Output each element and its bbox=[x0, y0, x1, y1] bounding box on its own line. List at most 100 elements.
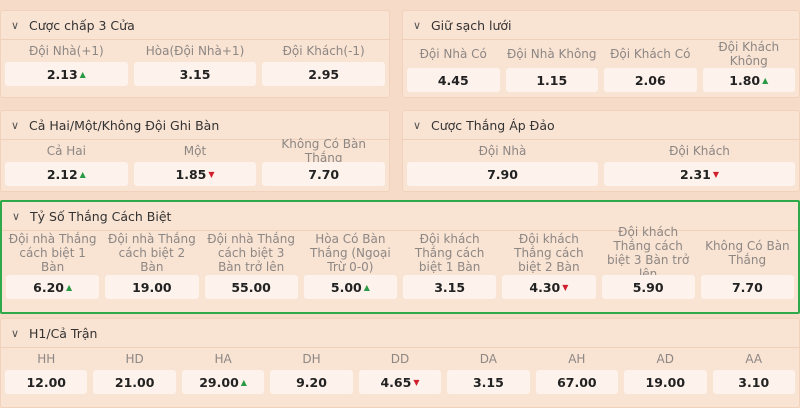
odds-button[interactable]: 3.15 bbox=[133, 62, 257, 86]
option-label: HD bbox=[125, 352, 144, 366]
odds-value: 3.15 bbox=[179, 66, 211, 82]
odds-value: 21.00 bbox=[114, 374, 155, 390]
arrow-up-icon: ▲ bbox=[363, 282, 370, 292]
odds-value: 3.10 bbox=[738, 374, 770, 390]
odds-button[interactable]: 12.00 bbox=[5, 370, 88, 394]
odds-option: Đội Khách 2.31 ▼ bbox=[604, 140, 795, 186]
option-label: HA bbox=[214, 352, 232, 366]
chevron-down-icon[interactable]: ∨ bbox=[412, 118, 422, 132]
odds-option: Không Có Bàn Thắng 7.70 bbox=[700, 231, 794, 299]
panel-header[interactable]: ∨ Cược Thắng Áp Đảo bbox=[403, 111, 799, 140]
odds-option: Đội nhà Thắng cách biệt 3 Bàn trở lên 55.… bbox=[204, 231, 298, 299]
odds-value: 6.20 bbox=[33, 279, 64, 295]
odds-row: Đội nhà Thắng cách biệt 1 Bàn 6.20 ▲ Đội nh… bbox=[2, 225, 798, 299]
option-label: Đội Nhà Không bbox=[506, 47, 597, 61]
odds-button[interactable]: 2.13 ▲ bbox=[5, 62, 128, 86]
odds-value: 1.80 bbox=[729, 72, 761, 88]
odds-button[interactable]: 6.20 ▲ bbox=[6, 275, 100, 299]
option-label: Đội Khách Không bbox=[718, 40, 780, 68]
odds-value: 12.00 bbox=[26, 374, 66, 390]
odds-button[interactable]: 1.15 bbox=[505, 68, 598, 92]
odds-value: 67.00 bbox=[557, 374, 597, 390]
panel-header[interactable]: ∨ Cược chấp 3 Cửa bbox=[1, 11, 389, 40]
odds-option: HA 29.00 ▲ bbox=[181, 348, 265, 394]
odds-button[interactable]: 5.90 bbox=[601, 275, 695, 299]
odds-option: HD 21.00 bbox=[93, 348, 176, 394]
panel-header[interactable]: ∨ Tỷ Số Thắng Cách Biệt bbox=[2, 202, 798, 231]
option-label: Không Có Bàn Thắng bbox=[281, 137, 366, 165]
odds-value: 4.65 bbox=[380, 374, 412, 390]
odds-row: Đội Nhà(+1) 2.13 ▲ Hòa(Đội Nhà+1) 3.15 Đội Kh… bbox=[1, 40, 389, 86]
odds-button[interactable]: 9.20 bbox=[270, 370, 353, 394]
odds-value: 4.30 bbox=[529, 279, 561, 295]
panel-header[interactable]: ∨ Cả Hai/Một/Không Đội Ghi Bàn bbox=[1, 111, 389, 140]
odds-value: 2.95 bbox=[308, 66, 340, 82]
odds-button[interactable]: 67.00 bbox=[535, 370, 619, 394]
option-label: HH bbox=[37, 352, 56, 366]
odds-button[interactable]: 19.00 bbox=[624, 370, 707, 394]
odds-button[interactable]: 2.12 ▲ bbox=[5, 162, 128, 186]
odds-option: Đội khách Thắng cách biệt 2 Bàn 4.30 ▼ bbox=[502, 231, 596, 299]
option-label: AH bbox=[568, 352, 586, 366]
odds-button[interactable]: 5.00 ▲ bbox=[303, 275, 397, 299]
odds-option: Cả Hai 2.12 ▲ bbox=[5, 140, 128, 186]
chevron-down-icon[interactable]: ∨ bbox=[10, 326, 20, 340]
odds-button[interactable]: 1.85 ▼ bbox=[133, 162, 257, 186]
odds-button[interactable]: 4.45 bbox=[407, 68, 500, 92]
odds-option: Một 1.85 ▼ bbox=[133, 140, 257, 186]
chevron-down-icon[interactable]: ∨ bbox=[412, 18, 422, 32]
odds-option: AA 3.10 bbox=[712, 348, 795, 394]
odds-option: Không Có Bàn Thắng 7.70 bbox=[262, 137, 386, 186]
panel-title: Cược chấp 3 Cửa bbox=[29, 17, 135, 33]
odds-button[interactable]: 4.65 ▼ bbox=[358, 370, 442, 394]
odds-value: 1.85 bbox=[175, 166, 207, 182]
chevron-down-icon[interactable]: ∨ bbox=[11, 209, 21, 223]
odds-button[interactable]: 2.06 bbox=[604, 68, 697, 92]
odds-button[interactable]: 4.30 ▼ bbox=[502, 275, 596, 299]
odds-button[interactable]: 29.00 ▲ bbox=[181, 370, 265, 394]
panel-title: Cược Thắng Áp Đảo bbox=[431, 117, 555, 133]
odds-option: Hòa Có Bàn Thắng (Ngoại Trừ 0-0) 5.00 ▲ bbox=[303, 231, 397, 299]
odds-button[interactable]: 19.00 bbox=[105, 275, 199, 299]
odds-option: Đội nhà Thắng cách biệt 1 Bàn 6.20 ▲ bbox=[6, 231, 100, 299]
odds-button[interactable]: 3.10 bbox=[712, 370, 795, 394]
chevron-down-icon[interactable]: ∨ bbox=[10, 118, 20, 132]
odds-button[interactable]: 7.70 bbox=[262, 162, 386, 186]
option-label: Đội Khách(-1) bbox=[282, 44, 365, 58]
panel-header[interactable]: ∨ H1/Cả Trận bbox=[1, 319, 799, 348]
option-label: DD bbox=[390, 352, 410, 366]
arrow-down-icon: ▼ bbox=[413, 377, 420, 387]
odds-option: AD 19.00 bbox=[624, 348, 707, 394]
odds-option: Đội Nhà 7.90 bbox=[407, 140, 598, 186]
panel-title: H1/Cả Trận bbox=[29, 325, 98, 341]
odds-button[interactable]: 3.15 bbox=[403, 275, 497, 299]
odds-value: 29.00 bbox=[199, 374, 239, 390]
odds-row: Cả Hai 2.12 ▲ Một 1.85 ▼ Không Có Bàn Thắng 7.7… bbox=[1, 137, 389, 186]
arrow-up-icon: ▲ bbox=[65, 282, 73, 292]
market-panel: ∨ Tỷ Số Thắng Cách Biệt Đội nhà Thắng cách… bbox=[0, 200, 800, 314]
panel-header[interactable]: ∨ Giữ sạch lưới bbox=[403, 11, 799, 40]
odds-value: 1.15 bbox=[536, 72, 568, 88]
odds-button[interactable]: 2.95 bbox=[262, 62, 386, 86]
option-label: AA bbox=[745, 352, 763, 366]
option-label: Đội nhà Thắng cách biệt 2 Bàn bbox=[108, 232, 196, 274]
odds-option: DD 4.65 ▼ bbox=[358, 348, 442, 394]
odds-button[interactable]: 1.80 ▲ bbox=[702, 68, 795, 92]
odds-button[interactable]: 3.15 bbox=[447, 370, 530, 394]
odds-value: 2.06 bbox=[634, 72, 666, 88]
odds-button[interactable]: 55.00 bbox=[204, 275, 298, 299]
odds-option: Đội khách Thắng cách biệt 3 Bàn trở lên 5… bbox=[601, 225, 695, 299]
odds-button[interactable]: 7.70 bbox=[700, 275, 794, 299]
odds-value: 19.00 bbox=[645, 374, 686, 390]
odds-button[interactable]: 21.00 bbox=[93, 370, 176, 394]
chevron-down-icon[interactable]: ∨ bbox=[10, 18, 20, 32]
odds-row: HH 12.00 HD 21.00 HA 29.00 ▲ DH 9.20 DD 4.65 ▼ DA 3.1… bbox=[1, 348, 799, 394]
odds-option: Đội Nhà Không 1.15 bbox=[505, 40, 598, 92]
odds-value: 4.45 bbox=[437, 72, 469, 88]
odds-option: HH 12.00 bbox=[5, 348, 88, 394]
odds-value: 7.70 bbox=[731, 279, 763, 295]
option-label: Đội Nhà Có bbox=[419, 47, 487, 61]
odds-option: Hòa(Đội Nhà+1) 3.15 bbox=[133, 40, 257, 86]
odds-button[interactable]: 2.31 ▼ bbox=[604, 162, 795, 186]
odds-button[interactable]: 7.90 bbox=[407, 162, 598, 186]
